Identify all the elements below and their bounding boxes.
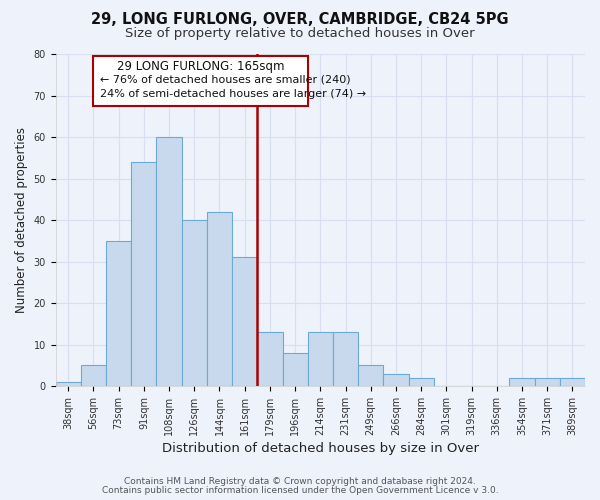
Bar [56, 382, 81, 386]
X-axis label: Distribution of detached houses by size in Over: Distribution of detached houses by size … [162, 442, 479, 455]
Bar [207, 212, 232, 386]
Bar [257, 332, 283, 386]
Bar [358, 366, 383, 386]
Text: Contains HM Land Registry data © Crown copyright and database right 2024.: Contains HM Land Registry data © Crown c… [124, 477, 476, 486]
Text: 24% of semi-detached houses are larger (74) →: 24% of semi-detached houses are larger (… [100, 90, 366, 100]
Bar [131, 162, 157, 386]
Bar [409, 378, 434, 386]
Y-axis label: Number of detached properties: Number of detached properties [15, 127, 28, 313]
Bar [157, 137, 182, 386]
Bar [383, 374, 409, 386]
Bar [560, 378, 585, 386]
Text: ← 76% of detached houses are smaller (240): ← 76% of detached houses are smaller (24… [100, 75, 350, 85]
Bar [81, 366, 106, 386]
FancyBboxPatch shape [94, 56, 308, 106]
Text: Size of property relative to detached houses in Over: Size of property relative to detached ho… [125, 28, 475, 40]
Bar [106, 241, 131, 386]
Bar [182, 220, 207, 386]
Text: Contains public sector information licensed under the Open Government Licence v : Contains public sector information licen… [101, 486, 499, 495]
Text: 29, LONG FURLONG, OVER, CAMBRIDGE, CB24 5PG: 29, LONG FURLONG, OVER, CAMBRIDGE, CB24 … [91, 12, 509, 28]
Bar [283, 353, 308, 386]
Bar [308, 332, 333, 386]
Text: 29 LONG FURLONG: 165sqm: 29 LONG FURLONG: 165sqm [117, 60, 284, 73]
Bar [333, 332, 358, 386]
Bar [509, 378, 535, 386]
Bar [232, 258, 257, 386]
Bar [535, 378, 560, 386]
